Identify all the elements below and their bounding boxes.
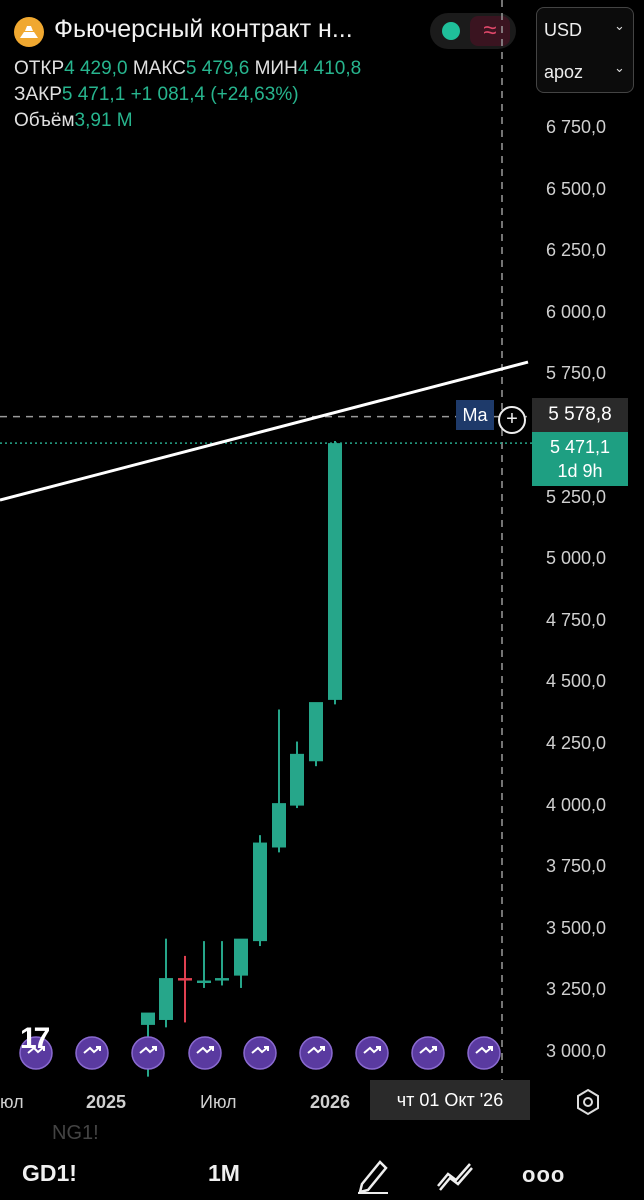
price-tick-label: 4 000,0 <box>546 794 607 815</box>
candle-body <box>215 978 229 981</box>
event-marker-glyph <box>196 1046 214 1054</box>
price-tick-label: 3 000,0 <box>546 1041 607 1061</box>
candle-body <box>309 702 323 762</box>
market-open-dot-icon[interactable] <box>442 22 460 40</box>
time-label-jul: Июл <box>200 1092 237 1112</box>
event-marker-glyph <box>83 1046 101 1054</box>
chevron-down-icon: ⌄ <box>614 60 625 75</box>
last-price-label: 5 471,1 1d 9h <box>532 432 628 486</box>
currency-select[interactable]: USD ⌄ <box>544 18 625 40</box>
event-marker-icon[interactable] <box>19 1036 53 1070</box>
candle-body <box>328 443 342 700</box>
previous-symbol-ghost: NG1! <box>52 1122 99 1144</box>
interval-button[interactable]: 1M <box>208 1160 240 1186</box>
price-tick-label: 6 500,0 <box>546 178 607 199</box>
price-tick-label: 4 250,0 <box>546 733 607 753</box>
crosshair-price-label: 5 578,8 <box>532 398 628 432</box>
symbol-button[interactable]: GD1! <box>22 1160 77 1186</box>
time-label-2025: 2025 <box>86 1092 127 1112</box>
more-options-icon[interactable]: ooo <box>522 1162 566 1187</box>
bottom-toolbar <box>0 1150 644 1200</box>
event-marker-icon[interactable] <box>355 1036 389 1070</box>
event-marker-glyph <box>139 1046 157 1054</box>
gold-bars-icon[interactable] <box>14 17 44 47</box>
volume-row: Объём3,91 M <box>14 110 133 131</box>
price-tick-label: 4 500,0 <box>546 671 607 692</box>
price-tick-label: 6 750,0 <box>546 117 607 137</box>
event-marker-icon[interactable] <box>243 1036 277 1070</box>
event-marker-icon[interactable] <box>467 1036 501 1070</box>
price-tick-label: 5 750,0 <box>546 363 607 384</box>
price-tick-label: 5 000,0 <box>546 548 607 569</box>
crosshair-date-label: чт 01 Окт '26 <box>370 1080 530 1120</box>
draw-pencil-icon[interactable] <box>356 1154 390 1194</box>
price-tick-label: 5 250,0 <box>546 486 607 507</box>
time-label-jul-prev: юл <box>0 1092 24 1112</box>
event-marker-glyph <box>307 1046 325 1054</box>
selector-box <box>536 7 634 93</box>
ohlc-row-1: ОТКР4 429,0 МАКС5 479,6 МИН4 410,8 <box>14 58 362 79</box>
event-marker-glyph <box>251 1046 269 1054</box>
symbol-title[interactable]: Фьючерсный контракт н... <box>54 15 353 43</box>
ohlc-row-2: ЗАКР5 471,1 +1 081,4 (+24,63%) <box>14 84 299 105</box>
event-marker-glyph <box>363 1046 381 1054</box>
candle-body <box>159 978 173 1020</box>
event-marker-icon[interactable] <box>131 1036 165 1070</box>
candle-body <box>253 842 267 942</box>
price-tick-label: 4 750,0 <box>546 609 607 630</box>
event-marker-glyph <box>419 1046 437 1054</box>
event-marker-icon[interactable] <box>411 1036 445 1070</box>
event-marker-glyph <box>27 1046 45 1054</box>
event-marker-icon[interactable] <box>75 1036 109 1070</box>
chart-settings-icon[interactable] <box>574 1088 602 1116</box>
candle-body <box>141 1012 155 1025</box>
drawing-tools-icon[interactable] <box>434 1156 476 1192</box>
price-tick-label: 3 250,0 <box>546 979 607 1000</box>
chevron-down-icon: ⌄ <box>614 18 625 33</box>
candle-body <box>290 753 304 806</box>
time-label-2026: 2026 <box>310 1092 351 1112</box>
ma-tag[interactable]: Ma <box>456 400 494 430</box>
candle-body <box>234 938 248 976</box>
event-marker-glyph <box>475 1046 493 1054</box>
trendline <box>0 360 529 502</box>
price-tick-label: 6 000,0 <box>546 301 607 322</box>
indicator-wave-icon[interactable]: ≈ <box>470 16 510 46</box>
tradingview-logo: 17 <box>20 1022 50 1055</box>
event-marker-icon[interactable] <box>188 1036 222 1070</box>
candle-body <box>272 803 286 848</box>
candle-body <box>197 980 211 984</box>
account-select[interactable]: apoz ⌄ <box>544 60 625 82</box>
add-alert-plus-icon[interactable]: + <box>498 406 526 434</box>
price-tick-label: 3 750,0 <box>546 856 607 877</box>
candle-body <box>178 978 192 981</box>
price-tick-label: 3 500,0 <box>546 917 607 938</box>
event-marker-icon[interactable] <box>299 1036 333 1070</box>
price-tick-label: 6 250,0 <box>546 240 607 261</box>
